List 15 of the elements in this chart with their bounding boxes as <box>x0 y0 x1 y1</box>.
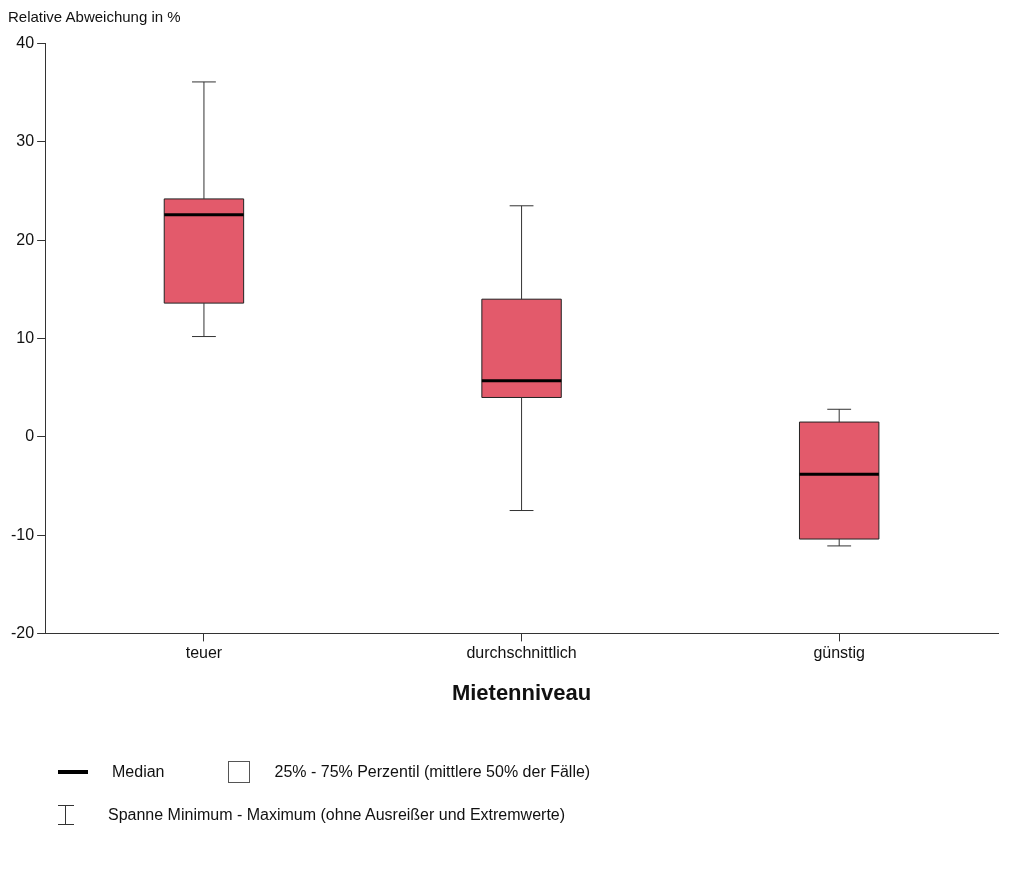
x-tick-label: günstig <box>813 644 865 662</box>
x-tick-label: teuer <box>185 644 223 662</box>
y-tick-label: 30 <box>16 132 35 150</box>
y-tick-label: -10 <box>11 525 35 543</box>
text: Median <box>112 763 165 781</box>
text: Spanne Minimum - Maximum (ohne Ausreißer und Extremwerte) <box>108 806 566 824</box>
x-axis-title: Mietenniveau <box>451 679 592 705</box>
y-tick-label: 10 <box>16 328 35 346</box>
y-axis-title: Relative Abweichung in % <box>8 8 182 25</box>
y-tick-label: 20 <box>16 230 35 248</box>
y-tick-label: -20 <box>11 623 35 641</box>
y-tick-label: 0 <box>25 427 35 445</box>
text: 25% - 75% Perzentil (mittlere 50% der Fälle) <box>274 763 591 781</box>
y-tick-label: 40 <box>16 34 35 52</box>
x-tick-label: durchschnittlich <box>466 644 577 662</box>
